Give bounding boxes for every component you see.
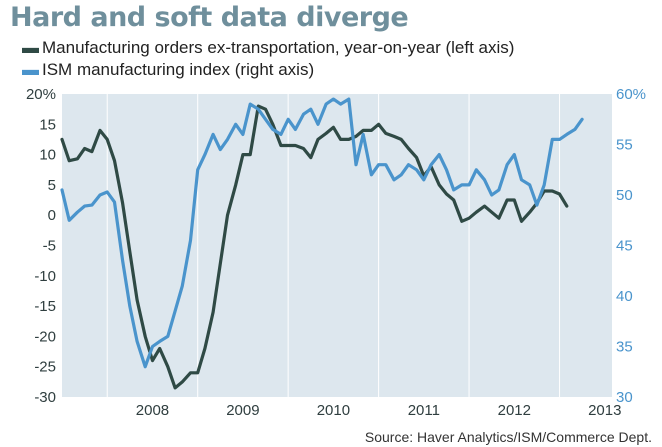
x-tick-label: 2011 — [408, 402, 440, 419]
left-tick-label: -15 — [34, 298, 56, 315]
legend-swatch-orders: ▬ — [22, 38, 39, 57]
left-tick-label: -5 — [43, 238, 56, 255]
x-tick-label: 2008 — [136, 402, 169, 419]
left-tick-label: 0 — [48, 207, 56, 224]
right-tick-label: 40 — [616, 288, 633, 305]
right-axis: 30 35 40 45 50 55 60% — [616, 86, 646, 406]
right-tick-label: 55 — [616, 137, 633, 154]
x-tick-label: 2012 — [498, 402, 531, 419]
right-tick-label: 45 — [616, 238, 633, 255]
legend-label-orders: Manufacturing orders ex-transportation, … — [42, 38, 515, 57]
left-tick-label: -30 — [34, 389, 56, 406]
source-note: Source: Haver Analytics/ISM/Commerce Dep… — [364, 429, 652, 445]
legend-label-ism: ISM manufacturing index (right axis) — [42, 60, 315, 79]
chart-title: Hard and soft data diverge — [10, 2, 409, 33]
x-tick-label: 2010 — [317, 402, 350, 419]
x-tick-label: 2009 — [226, 402, 259, 419]
right-tick-label: 35 — [616, 339, 633, 356]
left-tick-label: -10 — [34, 268, 56, 285]
x-axis: 2008 2009 2010 2011 2012 2013 — [136, 402, 622, 419]
series-line-ism — [60, 97, 584, 369]
right-tick-label: 30 — [616, 389, 633, 406]
left-axis: -30 -25 -20 -15 -10 -5 0 5 10 15 20% — [26, 86, 56, 406]
plot-area — [62, 94, 612, 397]
legend-item-ism: ▬ ISM manufacturing index (right axis) — [22, 60, 314, 80]
legend-item-orders: ▬ Manufacturing orders ex-transportation,… — [22, 38, 514, 58]
right-tick-label: 50 — [616, 187, 633, 204]
left-tick-label: -20 — [34, 328, 56, 345]
left-tick-label: 20% — [26, 86, 56, 103]
series-line-orders — [60, 104, 569, 390]
left-tick-label: -25 — [34, 359, 56, 376]
x-tick-label: 2013 — [588, 402, 621, 419]
left-tick-label: 10 — [39, 147, 56, 164]
series-lines — [60, 97, 584, 390]
left-tick-label: 5 — [48, 177, 56, 194]
left-tick-label: 15 — [39, 116, 56, 133]
legend-swatch-ism: ▬ — [22, 60, 39, 79]
gridlines — [106, 94, 561, 397]
right-tick-label: 60% — [616, 86, 646, 103]
